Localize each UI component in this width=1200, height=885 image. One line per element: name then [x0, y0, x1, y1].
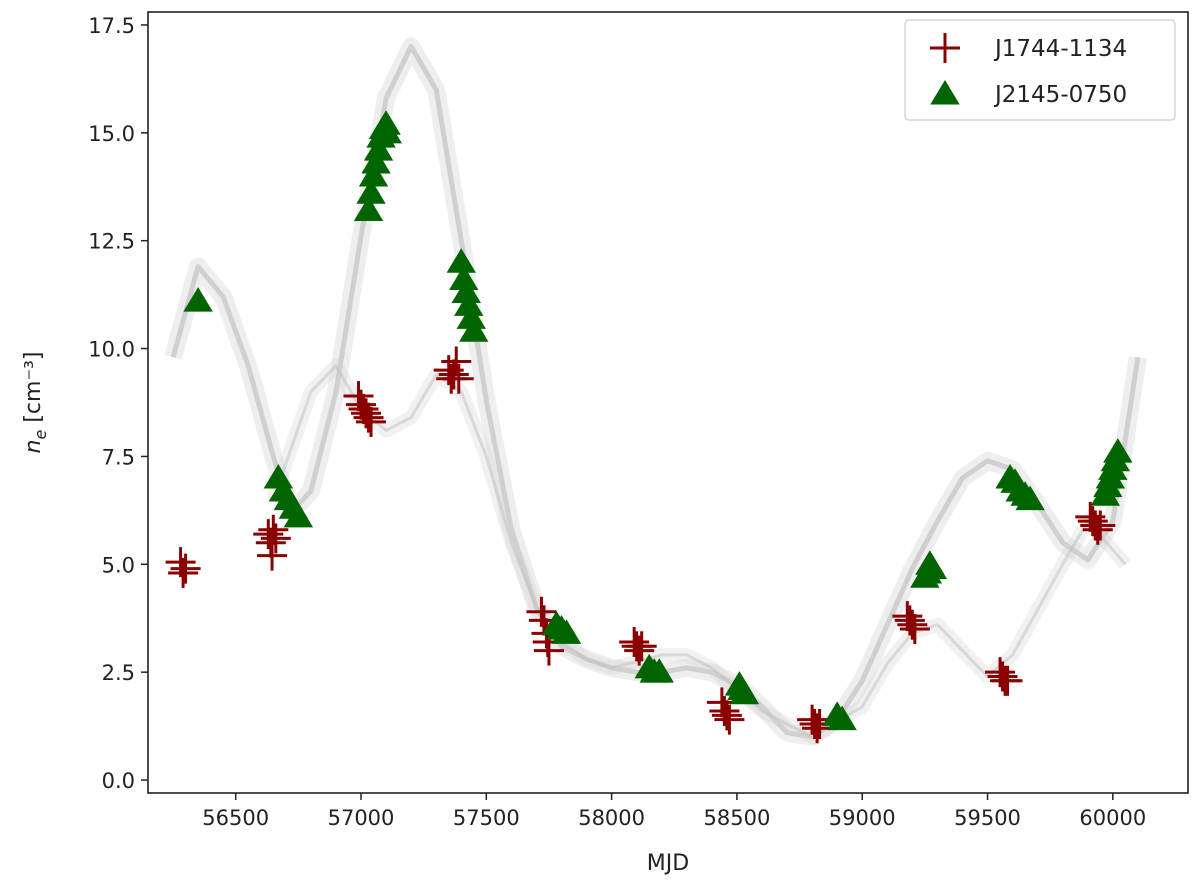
triangle-marker-7	[356, 179, 386, 204]
legend-label: J2145-0750	[993, 82, 1127, 108]
triangle-marker-9	[361, 149, 391, 174]
x-tick-label: 56500	[202, 806, 269, 830]
x-tick-label: 58000	[578, 806, 645, 830]
triangle-marker-20	[459, 317, 489, 342]
plus-marker-1	[170, 553, 201, 584]
y-tick-label: 15.0	[88, 122, 135, 146]
y-tick-label: 12.5	[88, 230, 135, 254]
legend: J1744-1134 J2145-0750	[904, 19, 1176, 121]
plus-marker-7	[257, 540, 288, 571]
x-tick-label: 60000	[1079, 806, 1146, 830]
triangle-marker-15	[446, 248, 476, 273]
triangle-marker-17	[451, 278, 481, 303]
triangle-marker-19	[456, 304, 486, 329]
plus-marker-16	[438, 359, 469, 390]
legend-marker-triangle	[930, 80, 960, 105]
plus-marker-41	[987, 661, 1018, 692]
triangle-marker-14	[372, 118, 403, 144]
x-tick-label: 57000	[328, 806, 395, 830]
y-tick-label: 10.0	[88, 338, 135, 362]
legend-label: J1744-1134	[993, 36, 1127, 62]
plus-marker-2	[168, 557, 199, 588]
x-axis-label: MJD	[647, 851, 689, 876]
triangle-marker-0	[183, 287, 213, 312]
triangle-marker-40	[1015, 485, 1045, 511]
plus-marker-23	[533, 635, 564, 666]
x-tick-label: 59000	[829, 806, 896, 830]
y-tick-label: 7.5	[102, 445, 135, 469]
y-tick-label: 5.0	[102, 553, 135, 577]
triangle-marker-23	[551, 619, 582, 644]
plus-marker-47	[1082, 514, 1113, 545]
plus-marker-30	[711, 700, 742, 731]
plus-marker-18	[443, 363, 474, 394]
legend-marker-plus	[930, 33, 960, 63]
plus-marker-43	[992, 665, 1023, 696]
x-tick-label: 59500	[954, 806, 1021, 830]
plus-marker-13	[356, 406, 387, 437]
triangle-marker-16	[449, 265, 479, 291]
triangle-marker-35	[917, 554, 948, 580]
plus-marker-39	[899, 614, 930, 645]
plus-marker-12	[353, 402, 384, 433]
plus-marker-34	[802, 713, 833, 744]
plus-marker-5	[258, 514, 289, 545]
triangle-marker-29	[729, 679, 760, 705]
y-tick-label: 17.5	[88, 14, 135, 38]
triangle-marker-26	[644, 658, 674, 683]
data-points	[165, 110, 1133, 744]
triangle-marker-5	[283, 502, 314, 528]
plus-marker-38	[897, 609, 928, 640]
plus-marker-26	[624, 635, 655, 666]
plus-marker-27	[626, 631, 657, 662]
x-tick-label: 58500	[704, 806, 771, 830]
plot-frame	[147, 11, 1189, 794]
triangle-marker-6	[353, 196, 384, 221]
plus-marker-3	[253, 519, 284, 550]
model-background	[164, 37, 1147, 746]
model-secondary-curve	[271, 364, 1127, 739]
triangle-marker-31	[827, 705, 857, 731]
plus-marker-17	[441, 346, 472, 377]
y-tick-label: 2.5	[102, 661, 135, 685]
axis-ticks: 56500 57000 57500 58000 58500 59000 59500 60000…	[88, 14, 1146, 830]
triangle-marker-18	[454, 291, 484, 316]
plus-marker-6	[260, 523, 291, 554]
y-tick-label: 0.0	[102, 769, 135, 793]
plus-marker-31	[714, 704, 745, 735]
triangle-marker-10	[363, 136, 394, 161]
y-axis-label: ne [cm⁻³]	[21, 352, 50, 454]
triangle-marker-46	[1103, 438, 1133, 463]
plus-marker-48	[1085, 510, 1116, 541]
triangle-marker-8	[358, 161, 389, 187]
legend-box	[904, 19, 1176, 121]
x-tick-label: 57500	[453, 806, 520, 830]
